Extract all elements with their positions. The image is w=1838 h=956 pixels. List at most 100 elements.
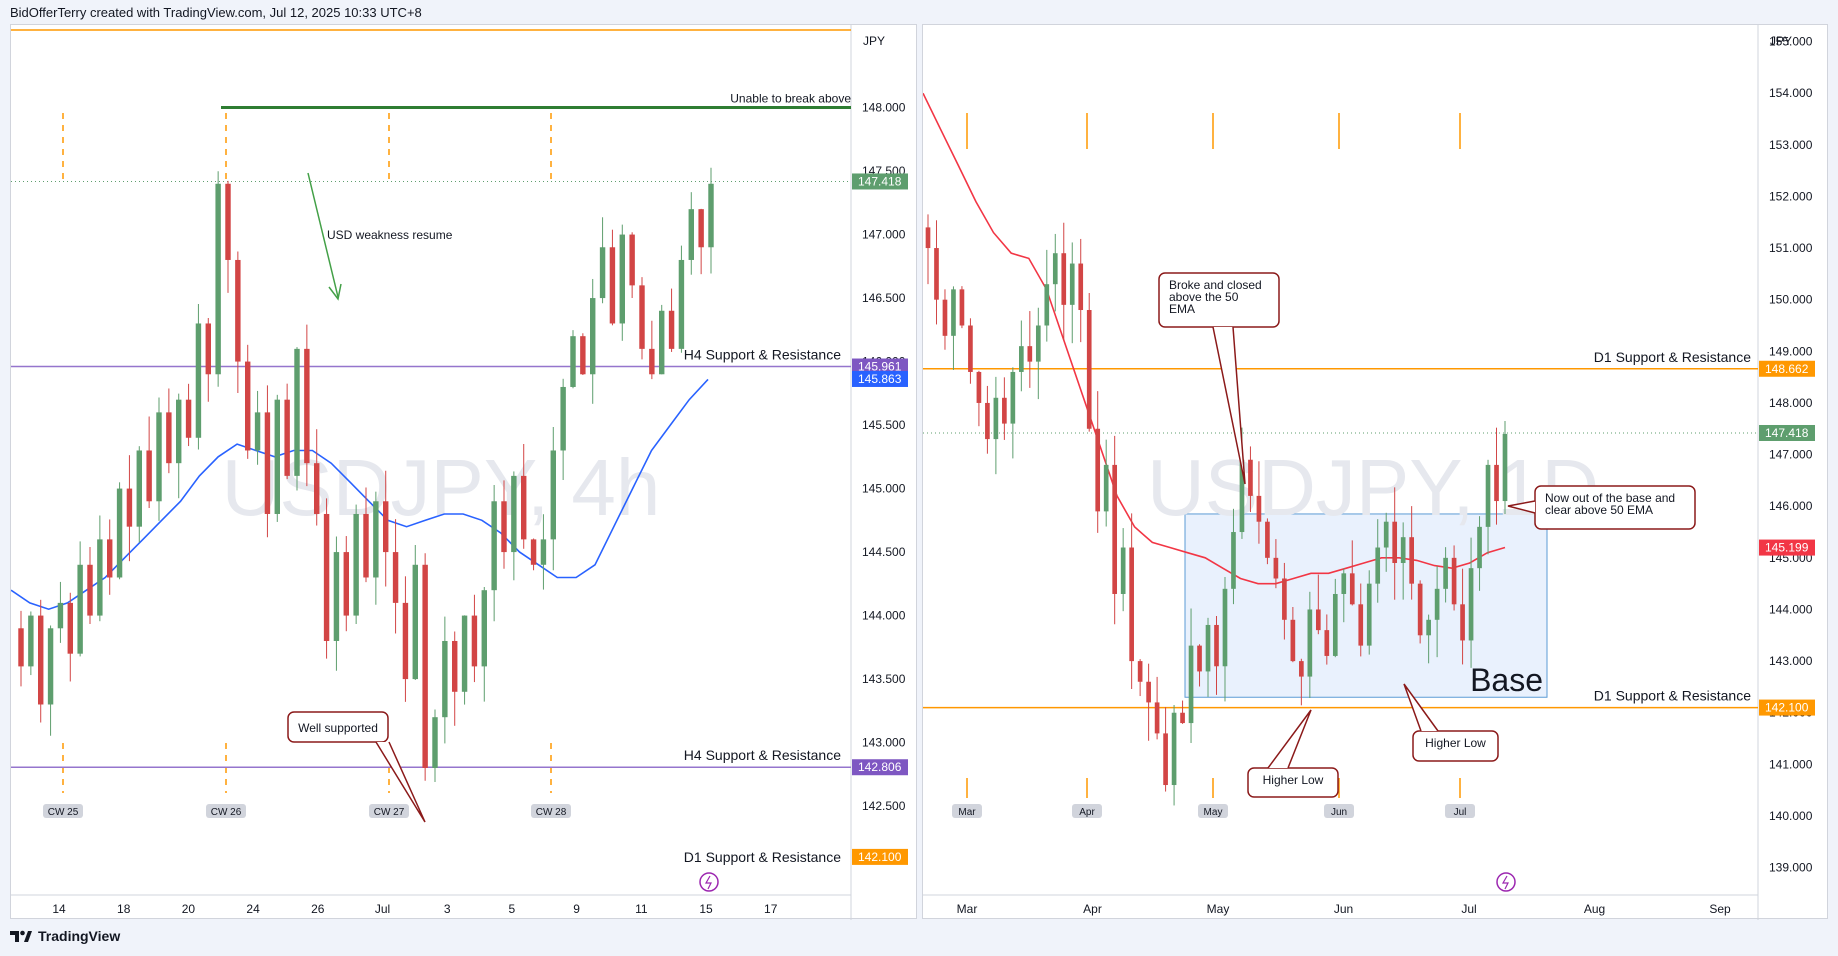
candle	[599, 217, 606, 304]
level-label: D1 Support & Resistance	[1594, 688, 1751, 704]
candle	[1112, 435, 1118, 625]
candle	[1248, 446, 1253, 513]
candle	[590, 278, 596, 404]
candle	[1485, 459, 1491, 555]
svg-text:147.418: 147.418	[1765, 426, 1809, 440]
svg-text:Now out of the base and: Now out of the base and	[1545, 491, 1675, 505]
candle	[629, 232, 635, 299]
candle	[609, 229, 616, 326]
candle	[47, 625, 54, 736]
svg-text:Broke and closed: Broke and closed	[1169, 278, 1262, 292]
candle	[1180, 700, 1185, 724]
svg-text:Apr: Apr	[1079, 807, 1095, 818]
candle	[1417, 580, 1423, 644]
y-tick-label: 139.000	[1769, 861, 1813, 875]
svg-text:145.961: 145.961	[858, 360, 902, 374]
candle	[1231, 508, 1236, 605]
y-tick-label: 153.000	[1769, 138, 1813, 152]
callout[interactable]: Higher Low	[1403, 683, 1499, 762]
svg-text:142.806: 142.806	[858, 760, 902, 774]
candle	[87, 547, 93, 624]
candle	[126, 455, 133, 562]
usdjpy-1d-chart[interactable]: Base USDJPY, 1D D1 Support & Resistance D…	[922, 25, 1829, 920]
y-tick-label: 148.000	[1769, 396, 1813, 410]
candle	[1341, 568, 1347, 623]
candle	[1171, 704, 1177, 806]
candle	[28, 611, 34, 676]
y-tick-label: 147.000	[862, 228, 906, 242]
candle	[1349, 540, 1355, 606]
candle	[985, 385, 990, 454]
candle	[968, 318, 973, 384]
y-tick-label: 144.000	[862, 609, 906, 623]
price-badge: 147.418	[1759, 424, 1815, 441]
level-label: H4 Support & Resistance	[684, 747, 841, 763]
candle	[560, 378, 566, 481]
base-label: Base	[1470, 662, 1543, 698]
candle	[942, 289, 948, 350]
replay-icon[interactable]	[699, 872, 719, 892]
y-tick-label: 145.500	[862, 418, 906, 432]
price-badge: 142.806	[852, 759, 908, 776]
candle	[550, 426, 556, 571]
y-tick-label: 151.000	[1769, 241, 1813, 255]
callout[interactable]: Higher Low	[1247, 709, 1339, 798]
y-tick-label: 148.000	[862, 101, 906, 115]
month-label: Apr	[1072, 804, 1102, 818]
annotation-text: USD weakness resume	[327, 228, 453, 242]
candle	[659, 304, 665, 375]
usdjpy-4h-panel[interactable]: USDJPY, 4h Unable to break above H4 Suppo…	[10, 24, 918, 920]
svg-text:CW 26: CW 26	[211, 807, 242, 818]
candle	[570, 330, 576, 389]
ema-50-line	[922, 92, 1506, 585]
candle	[1502, 421, 1508, 515]
candle	[1358, 583, 1364, 657]
candle	[678, 245, 685, 353]
usdjpy-1d-panel[interactable]: Base USDJPY, 1D D1 Support & Resistance D…	[922, 24, 1829, 920]
svg-text:May: May	[1204, 807, 1223, 818]
x-tick-label: 18	[117, 902, 131, 916]
candle	[1273, 539, 1279, 589]
x-tick-label: Jun	[1334, 902, 1353, 916]
replay-icon[interactable]	[1496, 872, 1516, 892]
svg-text:Jul: Jul	[1454, 807, 1467, 818]
svg-text:clear above 50 EMA: clear above 50 EMA	[1545, 503, 1653, 517]
y-tick-label: 149.000	[1769, 344, 1813, 358]
candle	[1146, 663, 1151, 741]
candle	[708, 167, 714, 274]
svg-text:145.863: 145.863	[858, 372, 902, 386]
candle	[619, 224, 625, 341]
candle	[412, 545, 418, 680]
candle	[304, 324, 310, 487]
candle	[363, 487, 369, 583]
candle	[1392, 487, 1398, 600]
candle	[1137, 659, 1143, 697]
candle	[97, 515, 103, 622]
month-label: May	[1198, 804, 1228, 818]
x-tick-label: May	[1207, 902, 1230, 916]
svg-text:142.100: 142.100	[1765, 701, 1809, 715]
candle	[580, 333, 586, 376]
candle	[1154, 676, 1160, 740]
candle	[1078, 238, 1084, 343]
candle	[422, 553, 428, 781]
candle	[1095, 391, 1101, 533]
y-tick-label: 143.000	[862, 736, 906, 750]
callout-well-supported[interactable]: Well supported	[287, 711, 426, 823]
candle	[1477, 516, 1482, 591]
candle	[1434, 566, 1440, 658]
y-tick-label: 152.000	[1769, 189, 1813, 203]
svg-text:above the 50: above the 50	[1169, 290, 1239, 304]
candle	[1265, 518, 1270, 565]
y-tick-label: 146.500	[862, 291, 906, 305]
candle	[442, 616, 448, 744]
candle	[1290, 606, 1296, 663]
tradingview-logo[interactable]: TradingView	[10, 928, 120, 944]
y-tick-label: 154.000	[1769, 86, 1813, 100]
watermark: USDJPY, 1D	[1147, 443, 1599, 532]
x-tick-label: 15	[699, 902, 713, 916]
candle	[1451, 545, 1457, 611]
